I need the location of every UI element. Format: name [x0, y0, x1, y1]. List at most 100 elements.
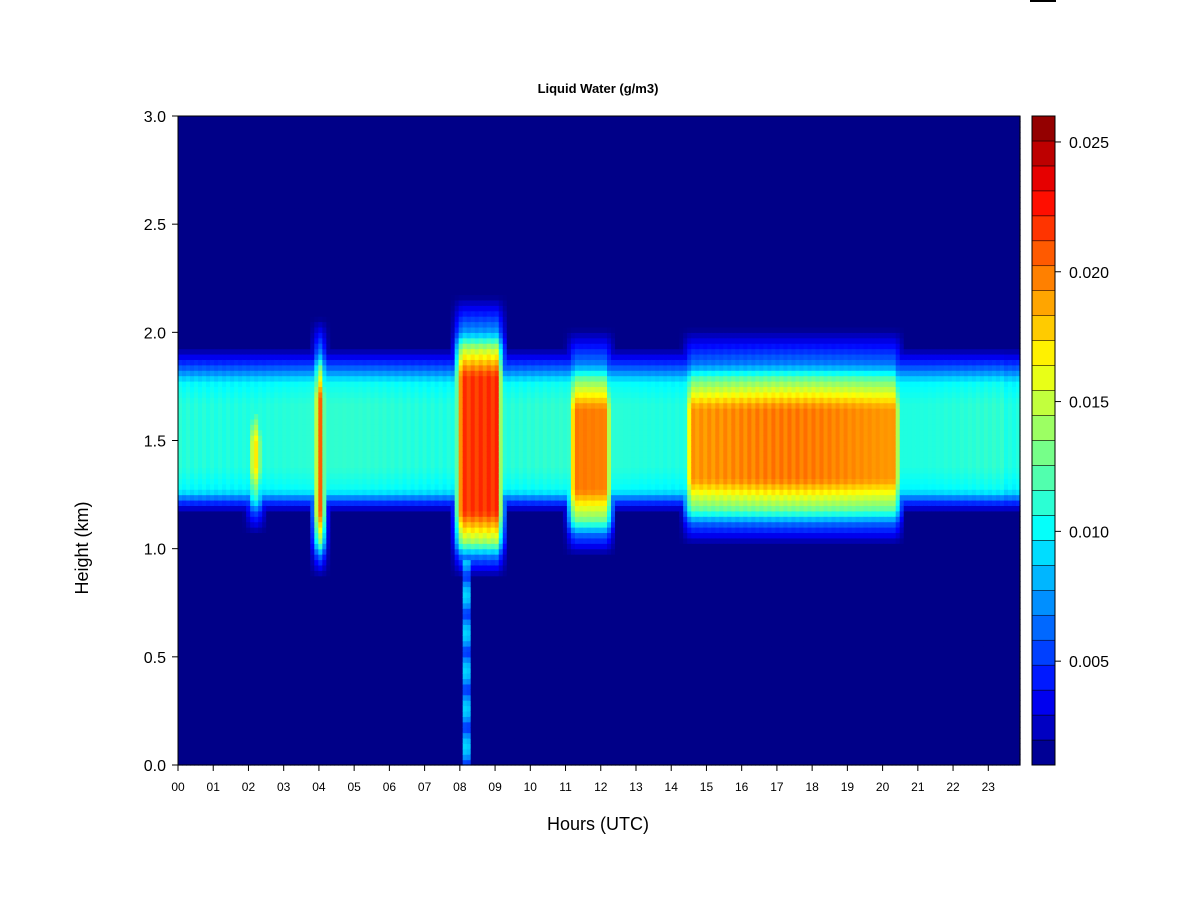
heatmap-cell [274, 376, 279, 382]
heatmap-cell [242, 641, 247, 647]
heatmap-cell [270, 749, 275, 755]
heatmap-cell [338, 132, 343, 138]
heatmap-cell [286, 386, 291, 392]
heatmap-cell [258, 722, 263, 728]
heatmap-cell [234, 630, 239, 636]
heatmap-cell [326, 473, 331, 479]
heatmap-cell [294, 576, 299, 582]
heatmap-cell [326, 121, 331, 127]
heatmap-cell [302, 322, 307, 328]
heatmap-cell [250, 587, 255, 593]
heatmap-cell [302, 246, 307, 252]
heatmap-cell [246, 624, 251, 630]
heatmap-cell [338, 554, 343, 560]
heatmap-cell [194, 392, 199, 398]
heatmap-cell [202, 175, 207, 181]
heatmap-cell [198, 554, 203, 560]
heatmap-cell [334, 597, 339, 603]
heatmap-cell [226, 424, 231, 430]
heatmap-cell [206, 230, 211, 236]
heatmap-cell [306, 738, 311, 744]
heatmap-cell [338, 570, 343, 576]
heatmap-cell [242, 300, 247, 306]
heatmap-cell [262, 706, 267, 712]
heatmap-cell [270, 132, 275, 138]
heatmap-cell [318, 446, 323, 452]
heatmap-cell [198, 673, 203, 679]
heatmap-cell [238, 716, 243, 722]
heatmap-cell [302, 581, 307, 587]
heatmap-cell [330, 678, 335, 684]
heatmap-cell [342, 484, 347, 490]
heatmap-cell [202, 132, 207, 138]
heatmap-cell [250, 505, 255, 511]
heatmap-cell [334, 700, 339, 706]
heatmap-cell [250, 305, 255, 311]
heatmap-cell [318, 154, 323, 160]
heatmap-cell [314, 235, 319, 241]
heatmap-cell [206, 376, 211, 382]
heatmap-cell [210, 532, 215, 538]
heatmap-cell [194, 619, 199, 625]
heatmap-cell [242, 289, 247, 295]
heatmap-cell [234, 706, 239, 712]
heatmap-cell [230, 273, 235, 279]
heatmap-cell [218, 397, 223, 403]
heatmap-cell [266, 614, 271, 620]
heatmap-cell [226, 678, 231, 684]
heatmap-cell [194, 203, 199, 209]
heatmap-cell [262, 441, 267, 447]
heatmap-cell [274, 175, 279, 181]
heatmap-cell [178, 581, 183, 587]
heatmap-cell [310, 392, 315, 398]
heatmap-cell [294, 538, 299, 544]
heatmap-cell [310, 397, 315, 403]
heatmap-cell [194, 570, 199, 576]
heatmap-cell [210, 246, 215, 252]
heatmap-cell [338, 230, 343, 236]
heatmap-cell [178, 365, 183, 371]
heatmap-cell [250, 516, 255, 522]
heatmap-cell [310, 603, 315, 609]
heatmap-cell [338, 186, 343, 192]
heatmap-cell [342, 441, 347, 447]
heatmap-cell [198, 684, 203, 690]
heatmap-cell [310, 695, 315, 701]
heatmap-cell [266, 267, 271, 273]
heatmap-cell [338, 489, 343, 495]
heatmap-cell [338, 462, 343, 468]
heatmap-cell [342, 500, 347, 506]
heatmap-cell [250, 441, 255, 447]
heatmap-cell [306, 527, 311, 533]
heatmap-cell [194, 597, 199, 603]
heatmap-cell [198, 116, 203, 122]
heatmap-cell [270, 500, 275, 506]
heatmap-cell [238, 116, 243, 122]
heatmap-cell [262, 127, 267, 133]
heatmap-cell [210, 527, 215, 533]
heatmap-cell [294, 424, 299, 430]
heatmap-cell [226, 349, 231, 355]
heatmap-cell [198, 208, 203, 214]
heatmap-cell [226, 522, 231, 528]
heatmap-cell [198, 619, 203, 625]
heatmap-cell [310, 332, 315, 338]
heatmap-cell [342, 678, 347, 684]
heatmap-cell [290, 257, 295, 263]
heatmap-cell [294, 646, 299, 652]
heatmap-cell [246, 700, 251, 706]
heatmap-cell [230, 608, 235, 614]
heatmap-cell [298, 197, 303, 203]
heatmap-cell [242, 495, 247, 501]
heatmap-cell [226, 143, 231, 149]
heatmap-cell [270, 668, 275, 674]
heatmap-cell [210, 624, 215, 630]
heatmap-cell [318, 635, 323, 641]
heatmap-cell [254, 208, 259, 214]
heatmap-cell [274, 381, 279, 387]
heatmap-cell [282, 462, 287, 468]
heatmap-cell [334, 143, 339, 149]
heatmap-cell [178, 522, 183, 528]
heatmap-cell [186, 430, 191, 436]
heatmap-cell [274, 630, 279, 636]
